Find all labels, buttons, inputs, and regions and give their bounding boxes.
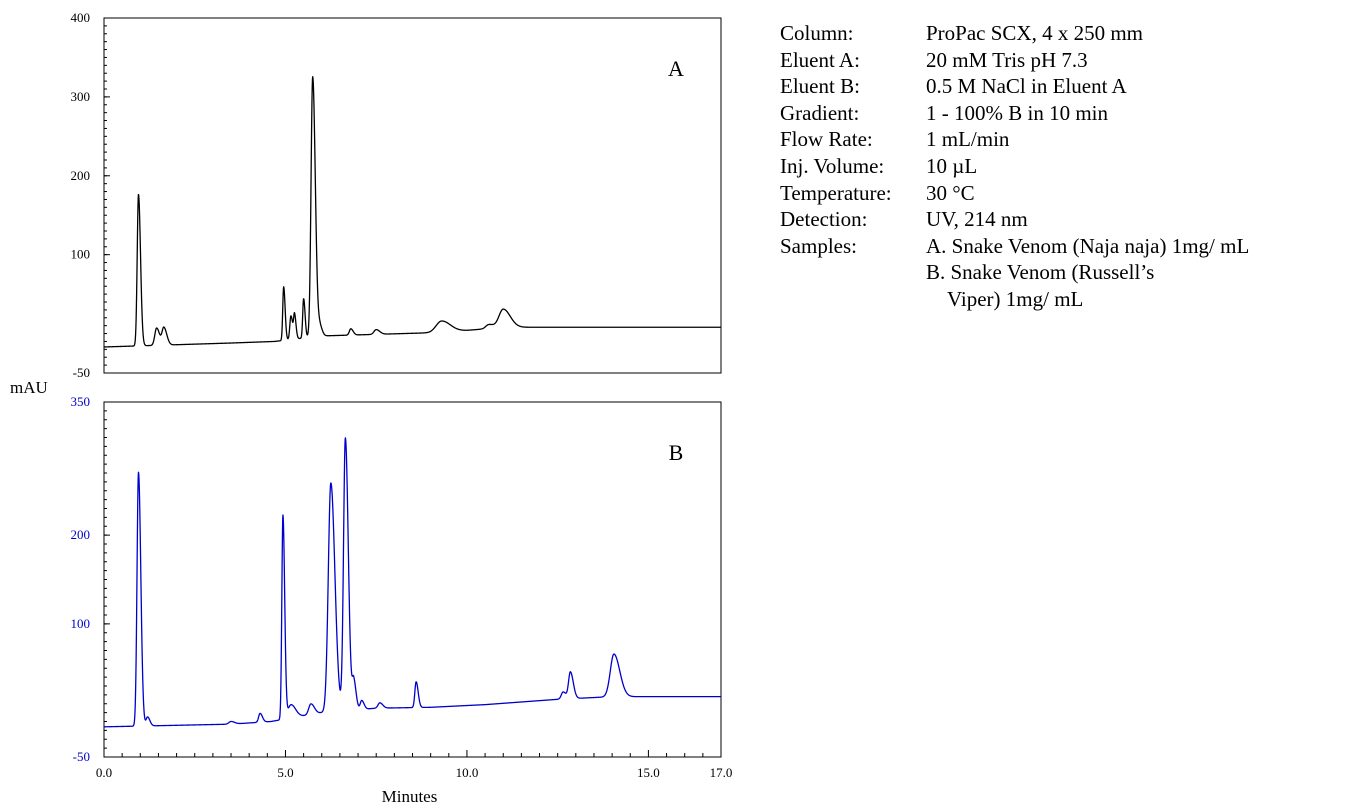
y-tick-label: 200 <box>71 527 91 542</box>
y-tick-label: -50 <box>73 365 90 380</box>
y-tick-label: 100 <box>71 247 91 262</box>
y-tick-label: 200 <box>71 168 91 183</box>
sample-a: A. Snake Venom (Naja naja) 1mg/ mL <box>926 233 1250 258</box>
condition-label: Eluent A: <box>780 47 860 72</box>
method-conditions: Column: ProPac SCX, 4 x 250 mm Eluent A:… <box>780 20 1249 313</box>
condition-value: 30 °C <box>926 180 975 205</box>
condition-inj-volume: Inj. Volume: 10 µL <box>780 153 1249 180</box>
condition-label: Column: <box>780 21 854 45</box>
condition-temperature: Temperature: 30 °C <box>780 180 1249 207</box>
plot-frame-A <box>103 17 722 374</box>
condition-label: Temperature: <box>780 180 892 205</box>
condition-value: 10 µL <box>926 153 978 178</box>
condition-label: Samples: <box>780 233 857 258</box>
condition-label: Gradient: <box>780 100 860 125</box>
x-tick-label: 0.0 <box>96 765 112 780</box>
condition-flow-rate: Flow Rate: 1 mL/min <box>780 126 1249 153</box>
y-axis-unit-label: mAU <box>10 378 48 397</box>
condition-value: ProPac SCX, 4 x 250 mm <box>926 21 1144 45</box>
chromatogram-trace-B <box>103 437 722 728</box>
condition-value: 1 - 100% B in 10 min <box>926 100 1108 125</box>
x-tick-label: 17.0 <box>710 765 733 780</box>
y-tick-label: 400 <box>71 10 91 25</box>
x-axis-label: Minutes <box>382 787 438 806</box>
chromatogram-trace-A <box>103 76 722 348</box>
x-tick-label: 5.0 <box>277 765 293 780</box>
condition-eluent-a: Eluent A: 20 mM Tris pH 7.3 <box>780 47 1249 74</box>
plot-frame-B <box>103 401 722 758</box>
x-tick-label: 10.0 <box>456 765 479 780</box>
panel-label-A: A <box>668 56 684 81</box>
panel-label-B: B <box>669 440 684 465</box>
x-tick-label: 15.0 <box>637 765 660 780</box>
sample-b-line2: Viper) 1mg/ mL <box>947 286 1084 311</box>
condition-value: 0.5 M NaCl in Eluent A <box>926 74 1127 99</box>
y-tick-label: 350 <box>71 394 91 409</box>
condition-column: Column: ProPac SCX, 4 x 250 mm <box>780 20 1249 47</box>
condition-value: 20 mM Tris pH 7.3 <box>926 47 1088 72</box>
condition-gradient: Gradient: 1 - 100% B in 10 min <box>780 100 1249 127</box>
y-tick-label: -50 <box>73 749 90 764</box>
condition-value: 1 mL/min <box>926 127 1010 152</box>
condition-label: Detection: <box>780 207 868 232</box>
condition-eluent-b: Eluent B: 0.5 M NaCl in Eluent A <box>780 73 1249 100</box>
condition-label: Eluent B: <box>780 74 860 99</box>
condition-samples: Samples: A. Snake Venom (Naja naja) 1mg/… <box>780 233 1249 260</box>
y-tick-label: 100 <box>71 616 91 631</box>
sample-b-line1: B. Snake Venom (Russell’s <box>926 260 1155 285</box>
condition-value: UV, 214 nm <box>926 207 1028 232</box>
condition-detection: Detection: UV, 214 nm <box>780 206 1249 233</box>
condition-label: Inj. Volume: <box>780 153 885 178</box>
y-tick-label: 300 <box>71 89 91 104</box>
condition-label: Flow Rate: <box>780 127 873 152</box>
